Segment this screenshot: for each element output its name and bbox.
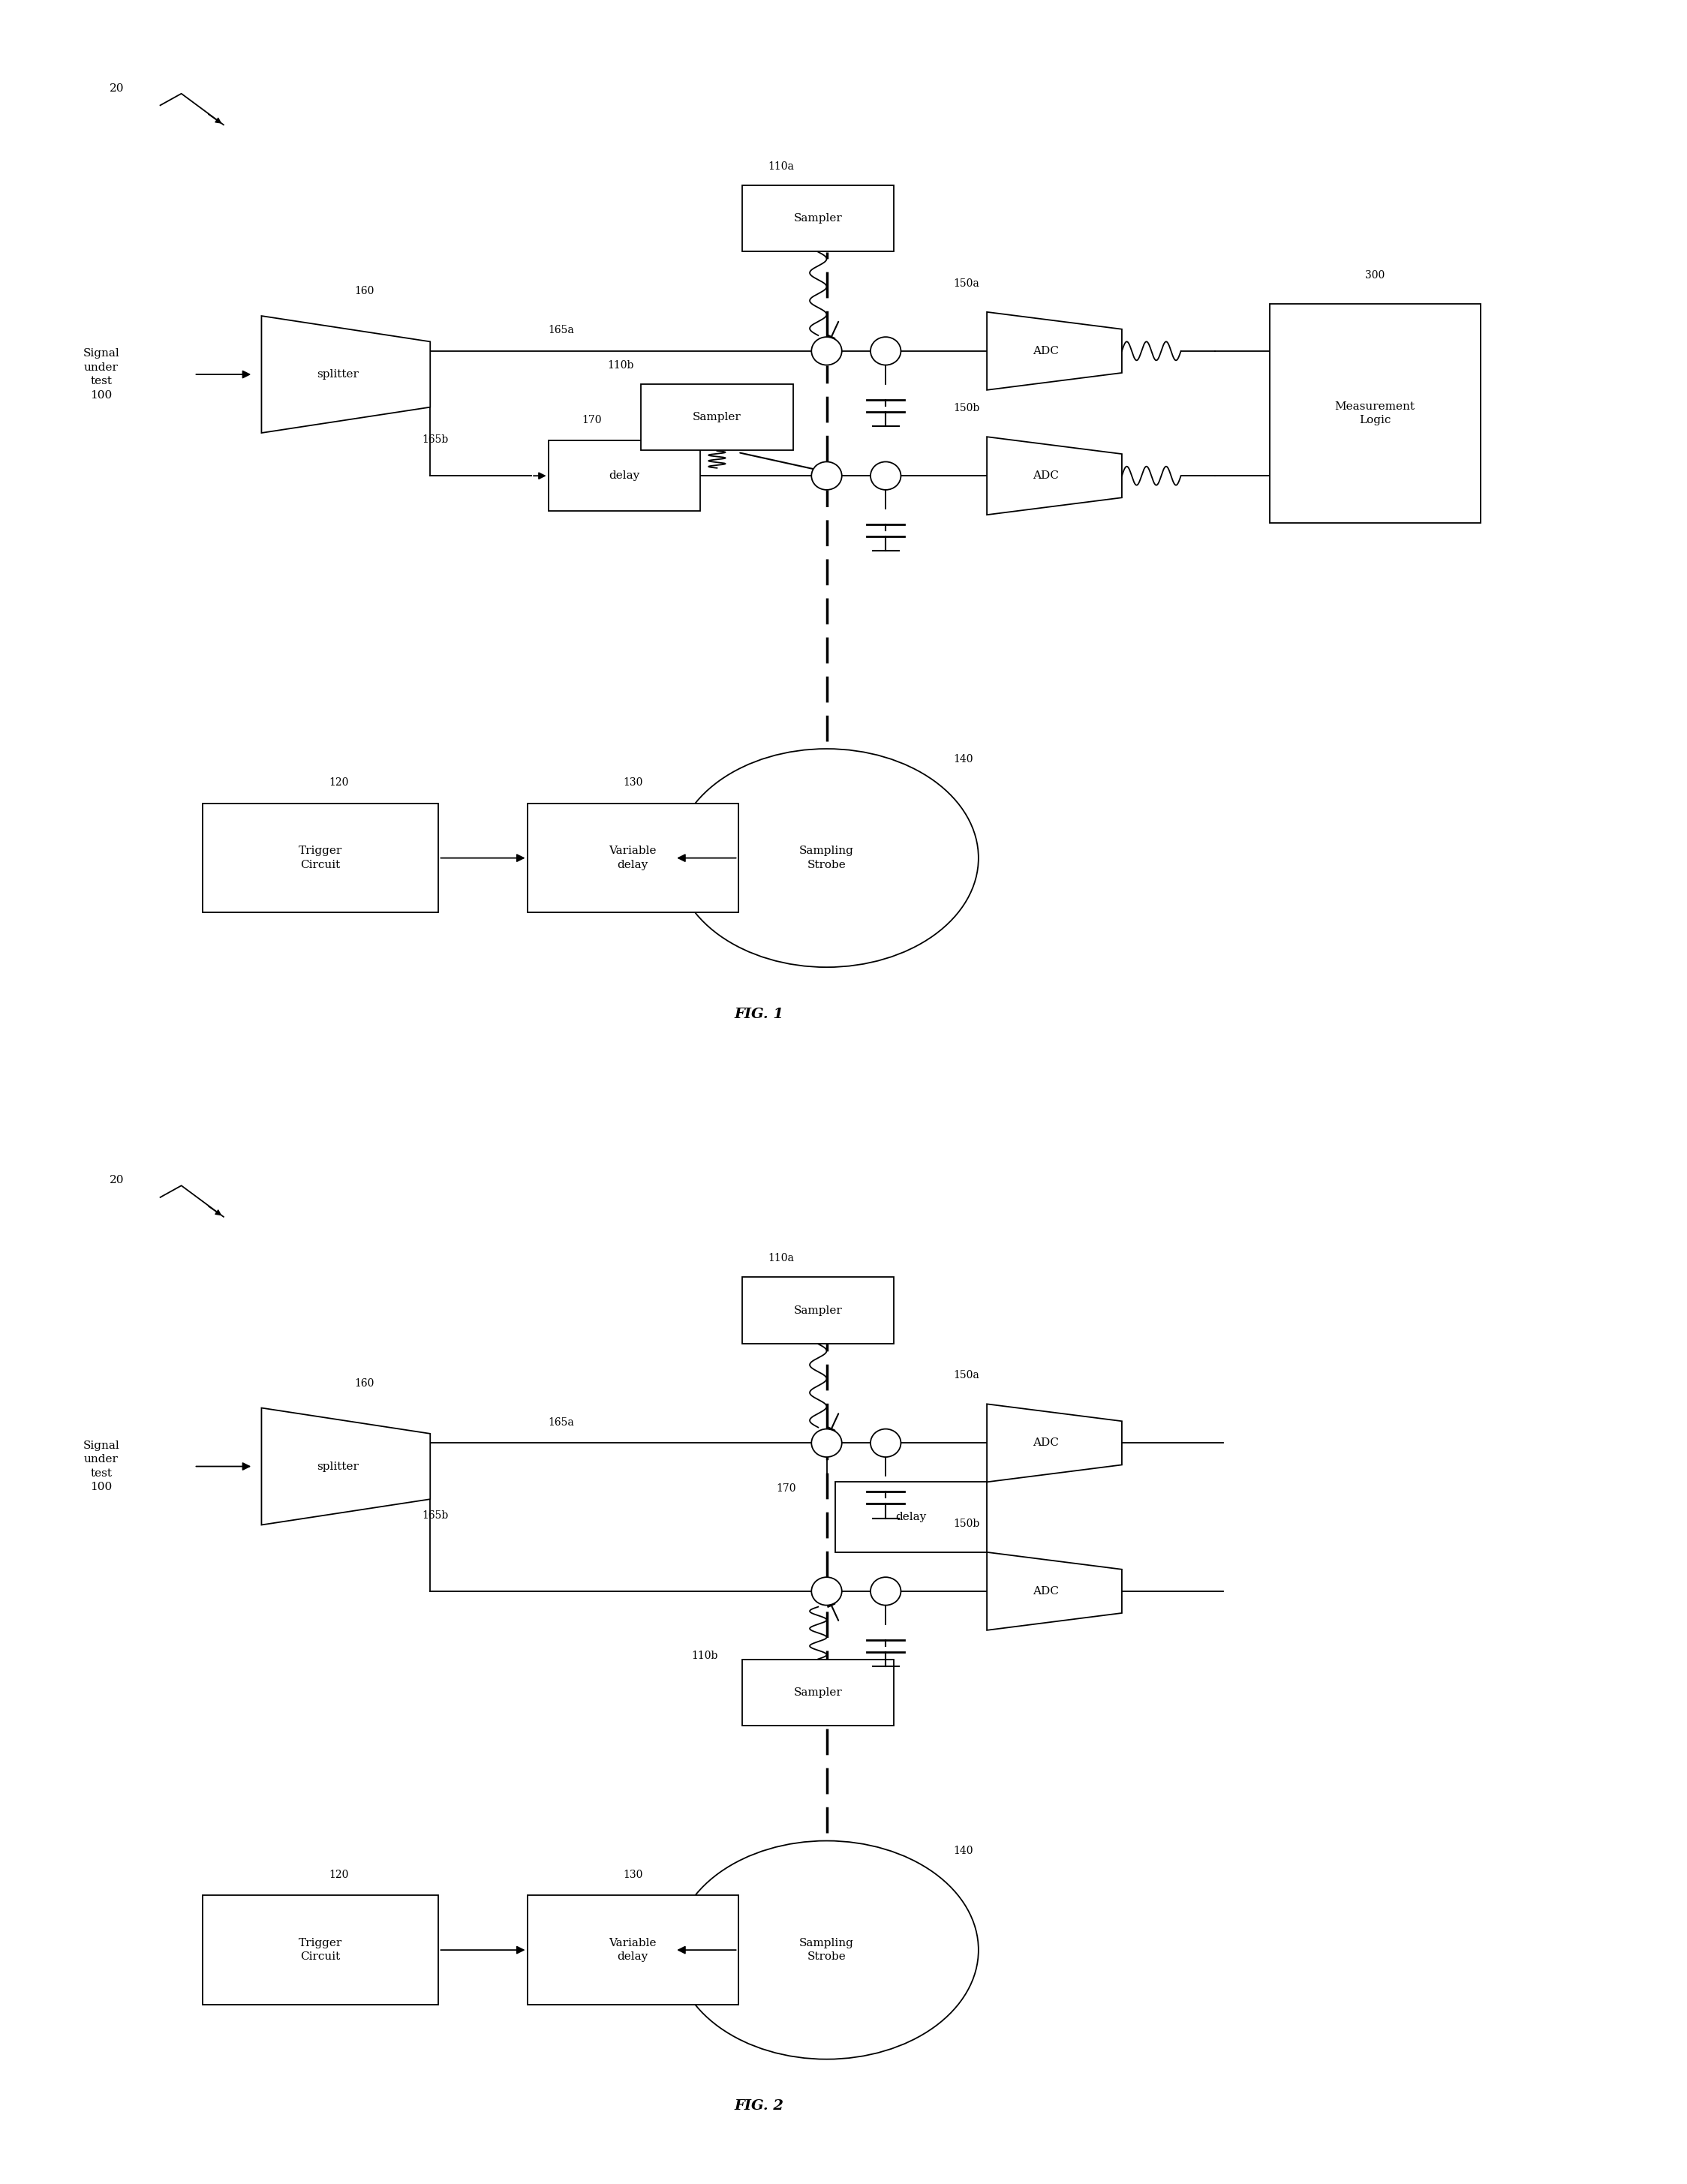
Bar — [202, 804, 439, 913]
Text: ADC: ADC — [1032, 345, 1059, 356]
Text: splitter: splitter — [317, 369, 358, 380]
Bar — [641, 384, 793, 450]
Text: 110a: 110a — [768, 1254, 795, 1265]
Text: 160: 160 — [354, 286, 375, 297]
Text: ADC: ADC — [1032, 1437, 1059, 1448]
Text: 150a: 150a — [953, 277, 978, 288]
Text: Signal
under
test
100: Signal under test 100 — [83, 1441, 120, 1492]
Circle shape — [811, 336, 842, 365]
Circle shape — [811, 1577, 842, 1605]
Text: 170: 170 — [582, 415, 602, 426]
Bar — [742, 1278, 894, 1343]
Text: Variable
delay: Variable delay — [609, 845, 656, 869]
Text: 140: 140 — [953, 753, 973, 764]
Bar — [526, 1896, 739, 2005]
Text: Sampler: Sampler — [795, 1306, 842, 1315]
Text: FIG. 2: FIG. 2 — [734, 2099, 784, 2112]
Text: 20: 20 — [110, 83, 125, 94]
Text: 170: 170 — [776, 1483, 796, 1494]
Text: 110b: 110b — [607, 360, 634, 371]
Text: 130: 130 — [623, 778, 643, 788]
Circle shape — [811, 461, 842, 489]
Text: 130: 130 — [623, 1870, 643, 1880]
Text: delay: delay — [896, 1511, 926, 1522]
Text: Sampler: Sampler — [693, 413, 741, 422]
Ellipse shape — [675, 749, 978, 968]
Polygon shape — [987, 437, 1122, 515]
Circle shape — [811, 1428, 842, 1457]
Bar — [526, 804, 739, 913]
Ellipse shape — [675, 1841, 978, 2060]
Text: 160: 160 — [354, 1378, 375, 1389]
Polygon shape — [987, 312, 1122, 391]
Text: 165b: 165b — [422, 435, 449, 446]
Text: 150b: 150b — [953, 1518, 980, 1529]
Text: 165a: 165a — [548, 325, 574, 336]
Circle shape — [870, 1428, 901, 1457]
Polygon shape — [261, 317, 430, 432]
Bar — [742, 186, 894, 251]
Polygon shape — [987, 1404, 1122, 1483]
Circle shape — [870, 1577, 901, 1605]
Text: Measurement
Logic: Measurement Logic — [1334, 402, 1415, 426]
Text: Trigger
Circuit: Trigger Circuit — [299, 1937, 342, 1961]
Text: Signal
under
test
100: Signal under test 100 — [83, 349, 120, 400]
Text: 110b: 110b — [692, 1651, 719, 1662]
Text: ADC: ADC — [1032, 470, 1059, 480]
Text: 120: 120 — [329, 1870, 349, 1880]
Polygon shape — [261, 1409, 430, 1524]
Text: Sampling
Strobe: Sampling Strobe — [800, 845, 854, 869]
Bar — [1270, 304, 1481, 522]
Text: 300: 300 — [1365, 271, 1385, 282]
Bar — [548, 441, 700, 511]
Circle shape — [870, 461, 901, 489]
Text: Trigger
Circuit: Trigger Circuit — [299, 845, 342, 869]
Text: Sampling
Strobe: Sampling Strobe — [800, 1937, 854, 1961]
Text: Variable
delay: Variable delay — [609, 1937, 656, 1961]
Text: FIG. 1: FIG. 1 — [734, 1007, 784, 1020]
Text: delay: delay — [609, 470, 639, 480]
Text: 165b: 165b — [422, 1511, 449, 1520]
Text: 110a: 110a — [768, 162, 795, 173]
Text: splitter: splitter — [317, 1461, 358, 1472]
Text: 150b: 150b — [953, 402, 980, 413]
Text: 120: 120 — [329, 778, 349, 788]
Circle shape — [870, 336, 901, 365]
Text: 165a: 165a — [548, 1417, 574, 1428]
Text: Sampler: Sampler — [795, 214, 842, 223]
Text: 140: 140 — [953, 1845, 973, 1856]
Bar — [202, 1896, 439, 2005]
Bar — [835, 1483, 987, 1553]
Bar — [742, 1660, 894, 1725]
Text: Sampler: Sampler — [795, 1688, 842, 1697]
Text: 150a: 150a — [953, 1369, 978, 1380]
Text: 20: 20 — [110, 1175, 125, 1186]
Polygon shape — [987, 1553, 1122, 1629]
Text: ADC: ADC — [1032, 1586, 1059, 1597]
